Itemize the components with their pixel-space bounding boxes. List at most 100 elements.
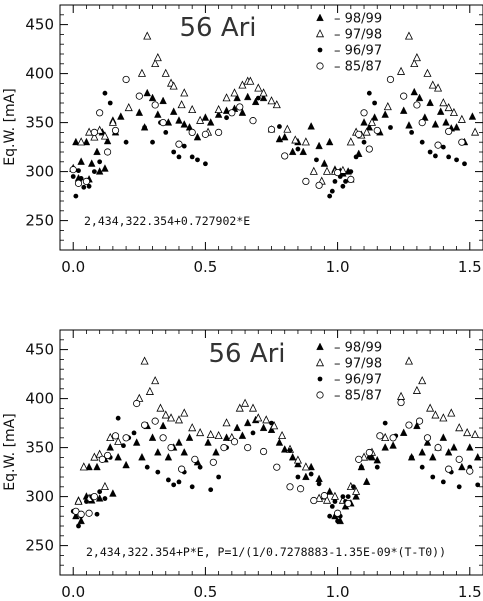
data-point-97-98 [174, 415, 184, 424]
y-tick-label: 350 [25, 114, 54, 132]
data-point-97-98 [161, 410, 170, 419]
data-point-85-87 [315, 181, 323, 189]
data-point-98-99 [88, 159, 96, 167]
legend-marker-96-97 [317, 47, 323, 53]
data-point-98-99 [193, 132, 202, 141]
data-point-97-98 [100, 481, 109, 491]
data-point-98-99 [360, 118, 368, 126]
data-point-96-97 [345, 494, 351, 499]
data-point-96-97 [255, 95, 261, 101]
data-point-97-98 [383, 102, 392, 111]
data-point-85-87 [445, 465, 453, 473]
data-point-85-87 [445, 127, 453, 136]
data-point-85-87 [228, 109, 236, 117]
data-point-96-97 [189, 484, 195, 490]
data-point-97-98 [238, 80, 247, 89]
data-point-98-99 [307, 462, 315, 471]
data-point-96-97 [295, 146, 301, 152]
data-point-96-97 [366, 455, 372, 460]
data-point-96-97 [343, 179, 348, 184]
data-point-85-87 [122, 434, 130, 442]
data-point-98-99 [132, 438, 141, 446]
data-point-97-98 [161, 68, 170, 77]
data-point-96-97 [348, 169, 354, 175]
data-point-97-98 [315, 493, 324, 502]
data-point-96-97 [94, 511, 100, 517]
data-point-98-99 [439, 433, 448, 441]
data-point-96-97 [97, 159, 103, 165]
data-point-98-99 [473, 452, 482, 461]
data-point-96-97 [195, 157, 200, 163]
data-point-97-98 [114, 436, 123, 445]
top-chart-title: 56 Ari [179, 13, 256, 43]
data-point-97-98 [196, 428, 205, 437]
data-point-98-99 [299, 147, 307, 156]
data-point-97-98 [463, 428, 472, 437]
data-point-96-97 [208, 487, 214, 493]
data-point-96-97 [351, 484, 356, 490]
data-point-85-87 [360, 109, 368, 117]
data-point-85-87 [103, 148, 112, 156]
data-point-97-98 [137, 68, 147, 77]
data-point-85-87 [111, 126, 120, 135]
data-point-98-99 [159, 421, 167, 430]
data-point-98-99 [381, 443, 389, 451]
data-point-96-97 [340, 183, 346, 189]
data-point-96-97 [250, 430, 256, 436]
data-point-85-87 [249, 117, 257, 125]
data-point-97-98 [230, 88, 239, 97]
data-point-97-98 [85, 127, 94, 136]
data-point-97-98 [471, 429, 480, 439]
data-point-97-98 [177, 100, 186, 109]
data-point-96-97 [353, 154, 359, 160]
data-point-97-98 [457, 114, 466, 123]
data-point-98-99 [233, 93, 241, 102]
data-point-98-99 [452, 123, 461, 131]
data-point-97-98 [412, 53, 421, 62]
data-point-96-97 [216, 474, 222, 480]
data-point-85-87 [178, 465, 186, 473]
data-point-97-98 [291, 135, 300, 144]
data-point-85-87 [434, 141, 442, 149]
data-point-97-98 [396, 66, 406, 75]
data-point-96-97 [409, 455, 415, 460]
data-point-97-98 [471, 127, 480, 136]
data-point-85-87 [167, 443, 175, 452]
data-point-97-98 [267, 96, 276, 105]
data-point-98-99 [466, 443, 474, 451]
y-tick-label: 400 [25, 390, 54, 408]
data-point-96-97 [73, 193, 79, 199]
data-point-97-98 [431, 410, 440, 419]
data-point-96-97 [123, 139, 129, 145]
data-point-96-97 [84, 499, 89, 504]
data-point-97-98 [166, 413, 176, 422]
data-point-96-97 [454, 157, 459, 163]
legend-marker-98-99 [316, 13, 324, 21]
data-point-97-98 [418, 376, 427, 385]
data-point-96-97 [91, 169, 97, 175]
data-point-97-98 [346, 137, 355, 146]
bottom-y-axis-label: Eq.W. [mA] [2, 413, 18, 490]
data-point-96-97 [475, 482, 481, 488]
data-point-98-99 [201, 113, 210, 121]
data-point-97-98 [270, 421, 279, 430]
data-point-85-87 [458, 138, 466, 146]
data-point-98-99 [175, 438, 183, 446]
data-point-98-99 [143, 88, 151, 97]
y-tick-label: 250 [25, 537, 54, 555]
data-point-98-99 [429, 452, 437, 461]
legend-label-96-97: – 96/97 [334, 373, 382, 388]
data-point-96-97 [181, 143, 187, 149]
data-point-98-99 [93, 462, 101, 471]
data-point-85-87 [201, 130, 210, 138]
data-point-96-97 [97, 489, 103, 495]
data-point-98-99 [135, 108, 144, 116]
data-point-97-98 [241, 398, 250, 407]
data-point-96-97 [340, 494, 346, 499]
data-point-98-99 [320, 159, 329, 167]
data-point-96-97 [171, 482, 177, 488]
data-point-96-97 [163, 130, 169, 135]
data-point-85-87 [244, 443, 252, 452]
data-point-98-99 [243, 418, 252, 427]
data-point-96-97 [382, 420, 388, 426]
